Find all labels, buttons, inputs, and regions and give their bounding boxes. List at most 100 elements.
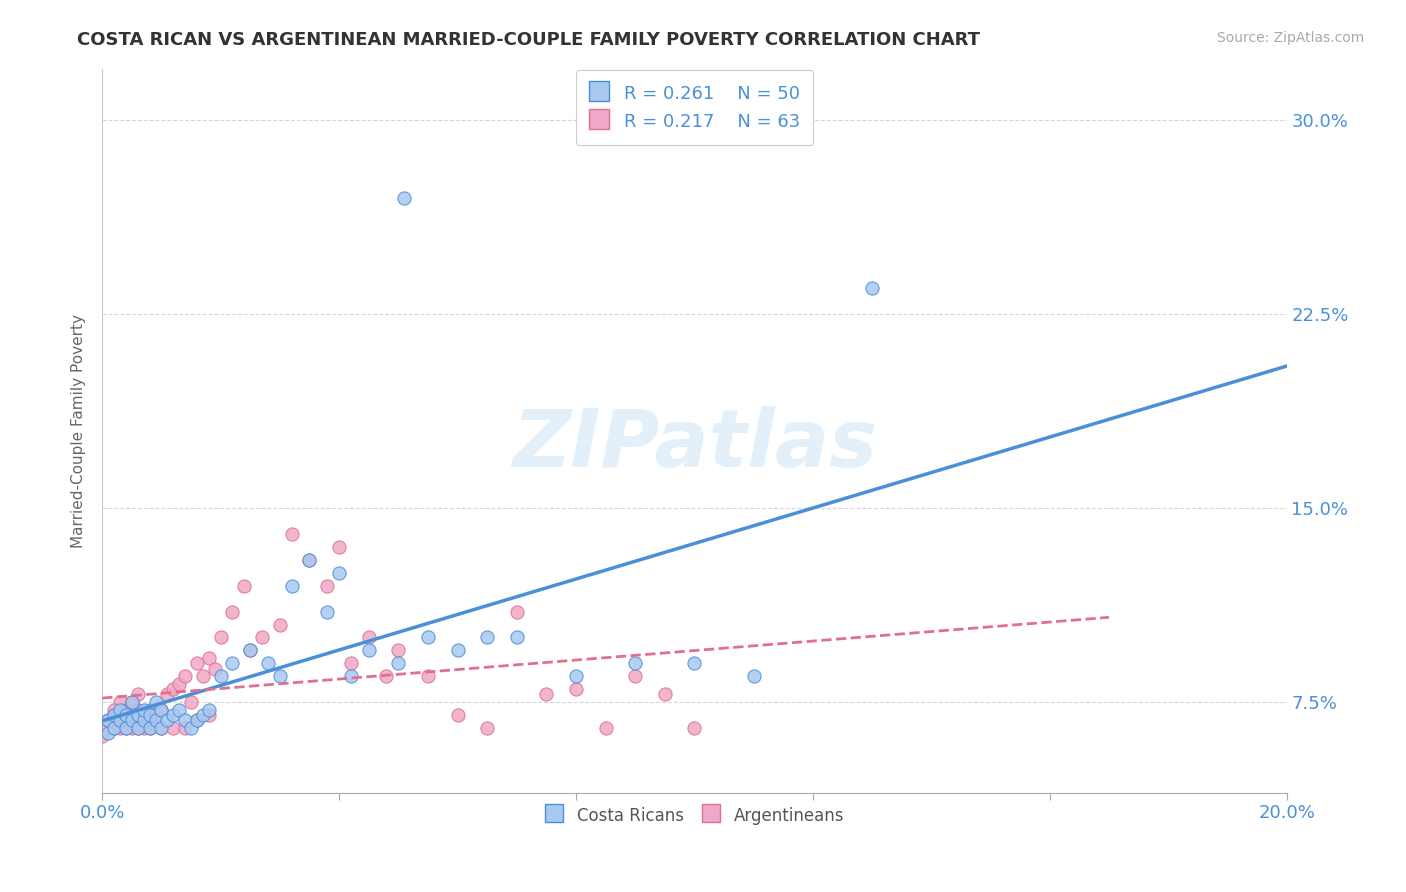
Point [127, 708, 149, 723]
Point [387, 657, 409, 671]
Point [233, 579, 256, 593]
Point [103, 703, 125, 717]
Point [506, 631, 529, 645]
Point [127, 687, 149, 701]
Point [180, 721, 202, 735]
Point [198, 708, 221, 723]
Point [565, 682, 588, 697]
Point [145, 708, 167, 723]
Point [150, 721, 173, 735]
Point [127, 721, 149, 735]
Point [108, 713, 131, 727]
Point [138, 713, 160, 727]
Point [375, 669, 398, 683]
Point [742, 669, 765, 683]
Point [416, 631, 439, 645]
Point [138, 703, 160, 717]
Point [257, 657, 280, 671]
Point [191, 708, 214, 723]
Point [121, 708, 143, 723]
Point [446, 643, 468, 657]
Point [475, 631, 498, 645]
Point [138, 721, 160, 735]
Point [394, 191, 416, 205]
Point [506, 605, 529, 619]
Point [624, 669, 647, 683]
Point [132, 703, 155, 717]
Point [174, 713, 197, 727]
Point [186, 713, 208, 727]
Y-axis label: Married-Couple Family Poverty: Married-Couple Family Poverty [72, 314, 86, 548]
Point [121, 695, 143, 709]
Point [150, 703, 173, 717]
Point [316, 605, 339, 619]
Point [174, 721, 197, 735]
Point [180, 695, 202, 709]
Point [145, 695, 167, 709]
Point [108, 713, 131, 727]
Point [209, 669, 232, 683]
Point [103, 708, 125, 723]
Point [132, 713, 155, 727]
Point [209, 631, 232, 645]
Point [328, 540, 350, 554]
Point [162, 708, 184, 723]
Point [121, 721, 143, 735]
Point [97, 713, 120, 727]
Point [250, 631, 273, 645]
Text: COSTA RICAN VS ARGENTINEAN MARRIED-COUPLE FAMILY POVERTY CORRELATION CHART: COSTA RICAN VS ARGENTINEAN MARRIED-COUPL… [77, 31, 980, 49]
Point [127, 721, 149, 735]
Point [280, 527, 302, 541]
Point [103, 721, 125, 735]
Point [97, 721, 120, 735]
Point [340, 669, 363, 683]
Point [328, 566, 350, 580]
Point [156, 687, 179, 701]
Point [624, 657, 647, 671]
Point [186, 657, 208, 671]
Point [91, 729, 114, 743]
Point [204, 661, 226, 675]
Point [167, 703, 190, 717]
Legend: Costa Ricans, Argentineans: Costa Ricans, Argentineans [534, 796, 855, 835]
Point [174, 669, 197, 683]
Point [654, 687, 676, 701]
Point [150, 703, 173, 717]
Point [221, 657, 243, 671]
Point [280, 579, 302, 593]
Point [97, 726, 120, 740]
Point [298, 553, 321, 567]
Point [316, 579, 339, 593]
Point [97, 713, 120, 727]
Point [138, 721, 160, 735]
Point [191, 669, 214, 683]
Point [357, 631, 380, 645]
Point [132, 721, 155, 735]
Point [115, 708, 138, 723]
Point [860, 281, 883, 295]
Point [162, 721, 184, 735]
Point [156, 713, 179, 727]
Point [221, 605, 243, 619]
Point [138, 708, 160, 723]
Point [565, 669, 588, 683]
Point [357, 643, 380, 657]
Point [150, 721, 173, 735]
Point [683, 657, 706, 671]
Point [103, 721, 125, 735]
Point [115, 721, 138, 735]
Point [121, 695, 143, 709]
Point [186, 713, 208, 727]
Point [269, 669, 291, 683]
Point [198, 651, 221, 665]
Point [595, 721, 617, 735]
Point [167, 677, 190, 691]
Point [115, 713, 138, 727]
Point [536, 687, 558, 701]
Point [145, 713, 167, 727]
Point [446, 708, 468, 723]
Point [198, 703, 221, 717]
Text: ZIPatlas: ZIPatlas [512, 406, 877, 484]
Point [239, 643, 262, 657]
Point [475, 721, 498, 735]
